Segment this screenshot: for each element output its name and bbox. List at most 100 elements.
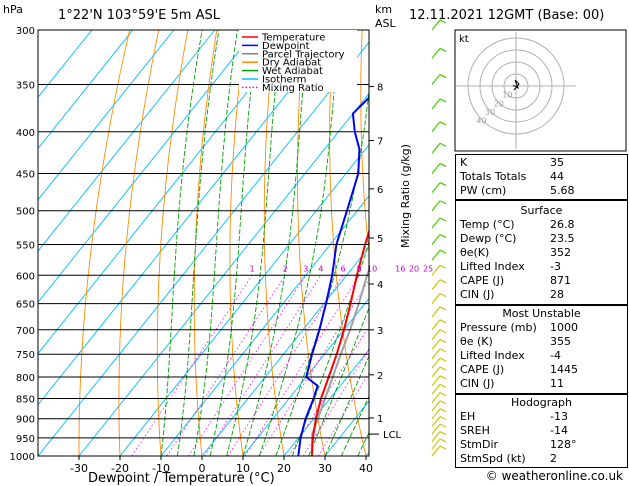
isotherm-line [38, 30, 257, 303]
x-tick-label: 20 [277, 462, 291, 475]
mu-row: Pressure (mb) 1000 [460, 321, 623, 335]
isotherm-line [38, 30, 339, 406]
wind-barb-flag [439, 200, 447, 205]
wind-barb-flag [439, 366, 447, 371]
index-value: 44 [550, 170, 564, 183]
km-tick-label: 3 [377, 326, 383, 337]
legend-label: Wet Adiabat [262, 66, 323, 77]
mu-value: 1000 [550, 321, 578, 334]
hodo-value: -14 [550, 424, 568, 437]
surface-key: CIN (J) [460, 288, 495, 301]
mu-row: CAPE (J) 1445 [460, 363, 623, 377]
pressure-tick-label: 850 [16, 394, 35, 405]
surface-row: CAPE (J) 871 [460, 274, 623, 288]
isotherm-line [242, 297, 369, 456]
wind-barb [431, 445, 441, 457]
hodograph-ring-label: 10 [502, 91, 512, 100]
hodograph-table: Hodograph EH -13 SREH -14 StmDir 128° StmSp… [455, 394, 628, 468]
isotherm-line [160, 195, 369, 456]
wind-barb-flag [439, 423, 447, 428]
wind-barb-flag [439, 408, 447, 413]
mu-value: 11 [550, 377, 564, 390]
x-axis-label: Dewpoint / Temperature (°C) [88, 471, 275, 486]
pressure-tick-label: 650 [16, 300, 35, 311]
isotherm-line [38, 30, 134, 150]
wind-barb-flag [439, 249, 447, 254]
wind-barb [431, 438, 441, 450]
wind-barb-flag [439, 375, 447, 380]
surface-key: Lifted Index [460, 260, 525, 273]
km-tick-label: 1 [377, 414, 383, 425]
hodo-row: StmDir 128° [460, 438, 623, 452]
wind-barb-flag [439, 98, 447, 103]
isotherm-line [38, 30, 93, 98]
wind-barb [431, 234, 441, 245]
wind-barb-flag [439, 293, 447, 298]
surface-value: 23.5 [550, 232, 575, 245]
wet-adiabat-line [193, 30, 238, 456]
pressure-tick-label: 900 [16, 415, 35, 426]
mu-value: 1445 [550, 363, 578, 376]
pressure-tick-label: 750 [16, 350, 35, 361]
surface-key: CAPE (J) [460, 274, 505, 287]
mixing-ratio-label: 2 [283, 264, 288, 273]
mu-value: -4 [550, 349, 561, 362]
legend-label: Dewpoint [262, 41, 310, 52]
wind-barb [431, 249, 441, 261]
wind-barb-flag [439, 162, 447, 168]
pressure-tick-label: 1000 [10, 452, 35, 463]
legend-label: Parcel Trajectory [262, 49, 345, 60]
location-title: 1°22'N 103°59'E 5m ASL [58, 8, 220, 23]
mu-row: CIN (J) 11 [460, 377, 623, 391]
surface-key: Dewp (°C) [460, 232, 517, 245]
wind-barb [431, 416, 441, 427]
wind-barb-flag [439, 233, 447, 239]
km-tick-label: 2 [377, 371, 383, 382]
index-key: Totals Totals [460, 170, 527, 183]
x-tick-label: -10 [152, 462, 170, 475]
dry-adiabat-line [78, 30, 131, 456]
hodograph-ring-label: 20 [494, 99, 504, 108]
legend-background [239, 30, 357, 92]
wind-barb-flag [439, 19, 447, 24]
wet-adiabat-line [176, 30, 220, 456]
surface-row: θe(K) 352 [460, 246, 623, 260]
surface-row: Temp (°C) 26.8 [460, 218, 623, 232]
hodo-row: SREH -14 [460, 424, 623, 438]
x-tick-label: 30 [318, 462, 332, 475]
credit-label: © weatheronline.co.uk [485, 469, 623, 483]
index-row-totals: Totals Totals 44 [460, 170, 623, 184]
wet-adiabat-line [160, 30, 203, 456]
legend-label: Mixing Ratio [262, 83, 324, 94]
km-unit-label: km [375, 3, 393, 16]
dry-adiabat-line [118, 30, 160, 456]
hodo-row: EH -13 [460, 410, 623, 424]
mixing-ratio-axis-label: Mixing Ratio (g/kg) [399, 144, 412, 248]
wind-barb [431, 98, 441, 110]
mixing-ratio-label: 16 [395, 264, 405, 273]
mixing-ratio-line [131, 275, 253, 456]
pressure-tick-label: 500 [16, 207, 35, 218]
x-tick-label: -20 [111, 462, 129, 475]
wind-barb-flag [439, 182, 447, 187]
most-unstable-title: Most Unstable [502, 307, 581, 320]
legend-label: Isotherm [262, 75, 306, 86]
mixing-ratio-label: 10 [367, 264, 377, 273]
wind-barb-flag [439, 338, 447, 343]
pressure-tick-label: 450 [16, 169, 35, 180]
hodo-key: StmSpd (kt) [460, 452, 526, 465]
wind-barb-flag [439, 74, 447, 79]
wind-barb-flag [439, 400, 447, 405]
hodograph-trace [512, 79, 520, 91]
dry-adiabat-line [193, 30, 218, 456]
wind-barb-flag [439, 319, 447, 324]
wind-barb [431, 339, 441, 350]
wind-barb [431, 47, 441, 59]
wind-barb [431, 392, 441, 404]
isotherm-line [38, 41, 369, 456]
wind-barb [431, 408, 441, 420]
mixing-ratio-line [317, 371, 369, 456]
hodograph-table-title: Hodograph [511, 396, 572, 409]
wind-barb-flag [439, 383, 447, 388]
